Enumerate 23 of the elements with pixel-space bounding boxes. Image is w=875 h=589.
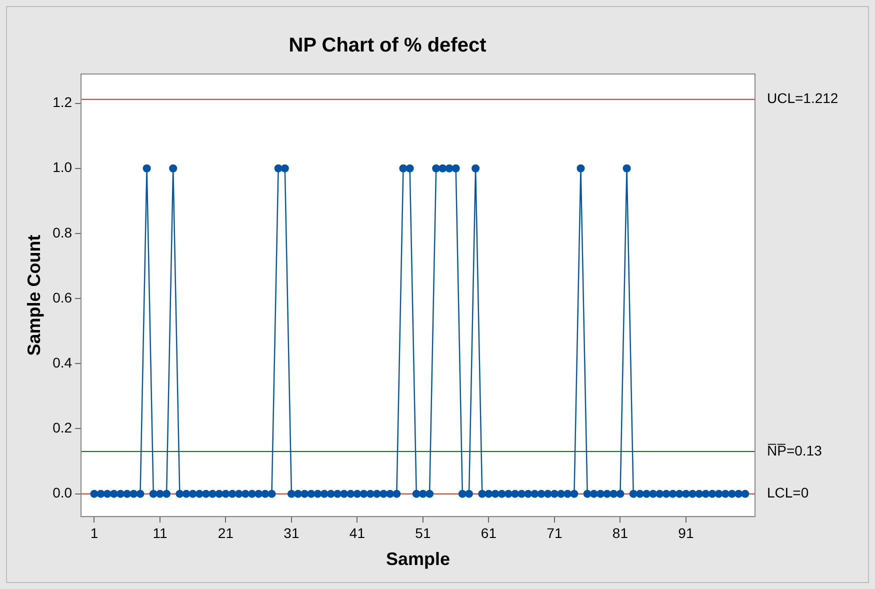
x-tick-label: 51	[415, 524, 431, 541]
x-axis-title: Sample	[386, 549, 450, 570]
y-tick-label: 1.2	[52, 94, 72, 110]
x-tick-label: 1	[90, 524, 98, 541]
ref-line-label: LCL=0	[767, 484, 809, 501]
x-tick-label: 21	[218, 524, 234, 541]
x-tick-label: 81	[612, 524, 628, 541]
y-tick-label: 1.0	[52, 159, 72, 176]
ref-line-label: UCL=1.212	[767, 90, 838, 106]
chart-title: NP Chart of % defect	[288, 34, 487, 57]
y-tick-label: 0.0	[52, 484, 72, 501]
x-tick-label: 61	[480, 524, 497, 541]
x-tick-label: 11	[152, 524, 168, 541]
x-tick-label: 91	[678, 524, 694, 541]
y-tick-label: 0.6	[52, 289, 72, 306]
ref-line-label: N̅P̅=0.13	[766, 442, 822, 458]
y-tick-label: 0.2	[52, 420, 72, 436]
x-tick-label: 41	[349, 524, 366, 541]
y-axis-title: Sample Count	[24, 234, 44, 356]
x-tick-label: 31	[284, 524, 300, 541]
y-tick-label: 0.8	[52, 224, 72, 240]
x-tick-label: 71	[546, 524, 562, 541]
y-tick-label: 0.4	[52, 354, 72, 370]
